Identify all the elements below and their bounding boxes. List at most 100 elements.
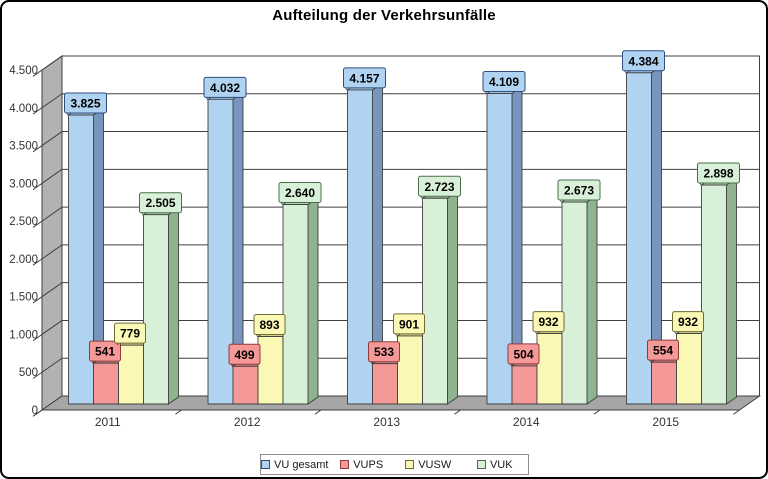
bar-front-face (676, 333, 702, 405)
bar-front-face (511, 365, 538, 405)
value-label: 533 (374, 345, 394, 359)
y-axis-tick-label: 500 (19, 367, 38, 379)
value-label: 2.673 (564, 184, 594, 198)
y-axis-tick-label: 4.500 (9, 65, 38, 77)
value-label-box (647, 339, 679, 361)
y-axis-tick (32, 334, 43, 342)
y-axis-tick-label: 1.500 (9, 292, 38, 304)
left-wall-gridline (41, 168, 63, 184)
value-label: 4.109 (489, 75, 519, 89)
value-label-box (482, 71, 526, 93)
value-label: 2.898 (703, 167, 733, 181)
bar-front-face (422, 197, 448, 405)
legend: VU gesamt VUPS VUSW VUK (260, 454, 529, 475)
value-label: 541 (95, 345, 115, 359)
value-label: 554 (653, 344, 673, 358)
value-label-box (278, 182, 322, 204)
left-wall-gridline (41, 131, 63, 146)
value-label-box (253, 314, 286, 336)
value-label-box (114, 322, 146, 344)
bar-side-face (168, 206, 179, 405)
legend-item-label: VUK (489, 458, 513, 471)
left-wall-gridline (41, 320, 63, 335)
value-label: 901 (399, 317, 419, 331)
value-label: 2.640 (285, 186, 315, 200)
bar-front-face (536, 333, 563, 405)
y-axis-tick (32, 182, 43, 191)
bar-side-face (586, 194, 598, 405)
bar-front-face (372, 363, 398, 405)
x-axis-category-label: 2013 (373, 415, 400, 429)
y-axis-tick (32, 69, 43, 77)
left-wall (41, 55, 63, 411)
legend-item-label: VUPS (353, 458, 384, 471)
value-label-box (368, 341, 400, 363)
bar-front-face (701, 184, 727, 405)
value-label-box (418, 175, 461, 197)
value-label: 4.157 (349, 71, 379, 85)
value-label-box (89, 340, 121, 362)
left-wall-gridline (41, 93, 63, 109)
bar-VUK-2013 (421, 190, 459, 405)
left-wall-gridline (41, 282, 63, 298)
value-label: 2.505 (145, 196, 175, 210)
x-axis-category-label: 2014 (513, 415, 540, 429)
y-axis-tick (32, 258, 43, 266)
value-label-box (507, 343, 540, 365)
bar-front-face (232, 365, 259, 405)
y-axis-tick (32, 220, 43, 228)
x-axis-tick (35, 409, 43, 415)
x-axis-tick (733, 409, 740, 415)
x-axis-tick (175, 409, 182, 415)
y-axis-tick-label: 0 (32, 405, 38, 417)
bar-VUK-2012 (281, 196, 320, 405)
value-label: 932 (678, 315, 698, 329)
bar-VUK-2011 (142, 206, 180, 405)
x-axis-tick (314, 409, 322, 415)
x-axis-category-label: 2012 (234, 415, 261, 429)
value-label: 3.825 (70, 97, 100, 111)
y-axis-tick (32, 145, 43, 153)
legend-item-label: VU gesamt (274, 458, 329, 471)
legend-item-vups: VUPS (328, 459, 395, 471)
y-axis-tick (32, 296, 43, 304)
value-label-box (393, 313, 425, 335)
bar-front-face (397, 335, 423, 405)
x-axis-tick (593, 409, 601, 415)
x-axis-category-label: 2015 (652, 415, 679, 429)
value-label: 893 (259, 318, 279, 332)
y-axis-tick-label: 3.000 (9, 178, 38, 190)
legend-item-vusw: VUSW (395, 459, 462, 471)
chart-title: Aufteilung der Verkehrsunfälle (272, 7, 496, 24)
left-wall-gridline (41, 244, 63, 260)
legend-item-vuk: VUK (461, 459, 528, 471)
y-axis-tick (32, 107, 43, 115)
value-label-box (203, 76, 247, 98)
legend-marker-icon (405, 460, 415, 469)
bar-side-face (447, 190, 458, 405)
value-label-box (532, 311, 565, 333)
left-wall-gridline (41, 357, 63, 373)
value-label: 499 (234, 348, 254, 362)
left-wall-gridline (41, 206, 63, 222)
value-label-box (672, 311, 704, 333)
legend-item-label: VUSW (418, 458, 452, 471)
y-axis-tick-label: 1.000 (9, 329, 38, 341)
bar-VU-gesamt-2011 (67, 107, 105, 405)
x-axis-tick (454, 409, 461, 415)
bar-front-face (118, 344, 144, 405)
value-label-box (139, 192, 182, 214)
bar-front-face (257, 336, 284, 405)
y-axis-tick-label: 2.500 (9, 216, 38, 228)
legend-marker-icon (476, 460, 486, 469)
legend-marker-icon (261, 460, 270, 469)
bar-VU-gesamt-2012 (206, 91, 245, 405)
bar-front-face (143, 214, 169, 405)
y-axis-tick-label: 4.000 (9, 103, 38, 115)
y-axis-tick-label: 3.500 (9, 141, 38, 153)
value-label: 2.723 (424, 180, 454, 194)
bar-VUK-2014 (560, 194, 599, 405)
value-label: 4.032 (210, 81, 240, 95)
